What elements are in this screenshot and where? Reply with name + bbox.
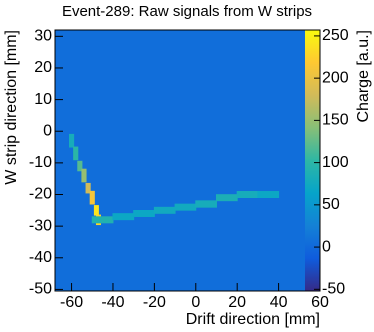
colorbar-tick-label: 150 (322, 112, 349, 129)
y-axis-label: W strip direction [mm] (3, 30, 20, 185)
heatmap-cell (153, 206, 176, 214)
heatmap-cell (112, 213, 135, 221)
y-tick-label: -10 (29, 154, 52, 171)
x-tick-label: -20 (143, 294, 166, 311)
y-tick-label: 0 (43, 122, 52, 139)
heatmap-cell (133, 209, 155, 217)
colorbar-tick-label: 200 (322, 69, 349, 86)
heatmap-cell (195, 200, 217, 208)
colorbar-tick-label: 50 (322, 196, 340, 213)
heatmap-cell (85, 182, 91, 194)
heatmap-cell (215, 194, 238, 202)
y-tick-label: 20 (34, 59, 52, 76)
background-cells (55, 30, 320, 291)
heatmap-cell (73, 146, 79, 161)
heatmap-cell (257, 191, 280, 199)
heatmap-cell (91, 216, 114, 224)
x-tick-label: -40 (101, 294, 124, 311)
x-tick-label: 20 (228, 294, 246, 311)
y-tick-label: 10 (34, 91, 52, 108)
x-tick-label: 60 (311, 294, 329, 311)
colorbar-label: Charge [a.u.] (355, 30, 372, 123)
heatmap-cell (68, 133, 75, 148)
y-tick-label: -20 (29, 186, 52, 203)
y-tick-label: -40 (29, 249, 52, 266)
plot-area (55, 30, 320, 291)
x-tick-label: 0 (191, 294, 200, 311)
frame (54, 29, 321, 292)
colorbar-tick-label: 250 (322, 27, 349, 44)
x-tick-label: 40 (270, 294, 288, 311)
y-tick-label: -50 (29, 281, 52, 298)
heatmap-cell (93, 205, 99, 216)
y-tick-label: 30 (34, 28, 52, 45)
x-axis-label: Drift direction [mm] (186, 311, 320, 328)
heatmap-cell (81, 168, 87, 183)
heatmap-cell (174, 203, 197, 211)
colorbar-tick-label: -50 (322, 281, 345, 298)
colorbar-tick-label: 100 (322, 154, 349, 171)
colorbar (305, 30, 320, 291)
heatmap-cell (236, 191, 259, 199)
x-tick-label: -60 (60, 294, 83, 311)
colorbar-tick-label: 0 (322, 238, 331, 255)
heatmap-cell (77, 160, 83, 172)
y-tick-label: -30 (29, 217, 52, 234)
heatmap-cell (89, 190, 95, 205)
chart-title: Event-289: Raw signals from W strips (62, 3, 312, 20)
